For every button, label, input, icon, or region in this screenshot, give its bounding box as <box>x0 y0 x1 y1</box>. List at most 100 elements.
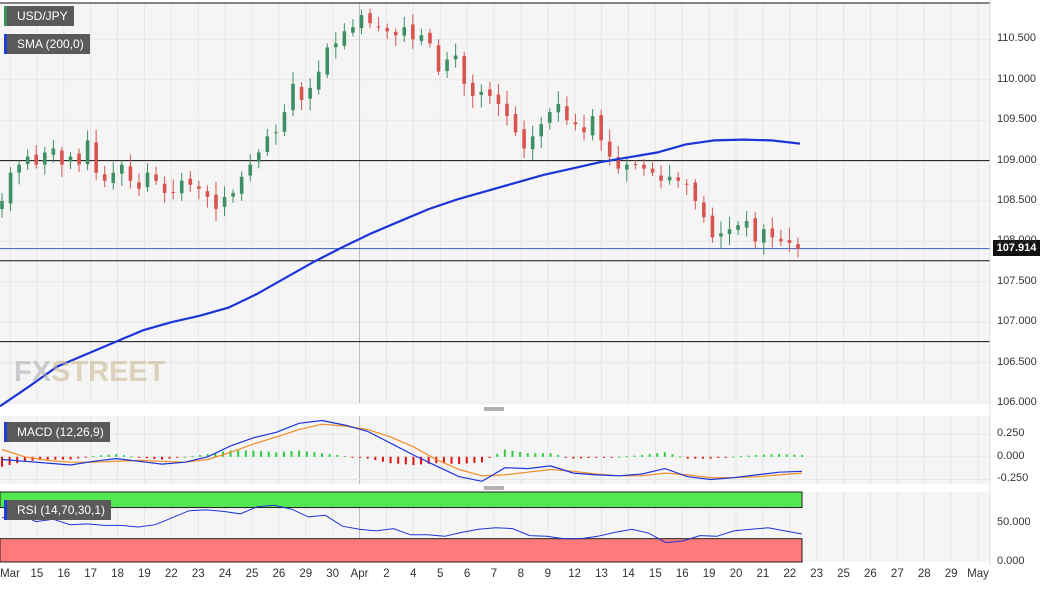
macd-histogram-bar <box>442 456 445 464</box>
candle-body <box>770 228 775 238</box>
macd-histogram-bar <box>8 456 11 465</box>
date-axis-tick: Apr <box>350 568 369 580</box>
candle-body <box>205 191 210 197</box>
macd-histogram-bar <box>496 453 499 457</box>
macd-histogram-bar <box>206 454 209 457</box>
candle-body <box>479 91 484 95</box>
date-axis-tick: 15 <box>648 568 662 580</box>
macd-histogram-bar <box>618 456 621 458</box>
date-axis-tick: 19 <box>702 568 716 580</box>
candle-body <box>590 116 595 136</box>
price-axis-tick: 106.500 <box>997 355 1037 368</box>
sma-tag[interactable]: SMA (200,0) <box>4 34 90 54</box>
date-axis-tick: 16 <box>675 568 689 580</box>
date-axis-tick: 25 <box>245 568 259 580</box>
macd-histogram-bar <box>366 456 369 459</box>
date-axis-tick: 22 <box>783 568 797 580</box>
candle-body <box>265 136 270 152</box>
candle-body <box>411 24 415 40</box>
symbol-tag[interactable]: USD/JPY <box>4 6 74 26</box>
candle-body <box>419 35 424 41</box>
candle-body <box>719 233 723 237</box>
candle-body <box>488 89 492 96</box>
rsi-overbought-zone <box>0 491 803 509</box>
candle-body <box>222 196 227 207</box>
candle-body <box>599 115 603 141</box>
candle-body <box>256 152 261 162</box>
macd-histogram-bar <box>747 455 750 457</box>
macd-axis-tick: 0.250 <box>997 427 1025 440</box>
macd-histogram-bar <box>305 451 308 457</box>
macd-histogram-bar <box>641 454 643 457</box>
price-axis-tick: 109.000 <box>997 153 1037 166</box>
macd-histogram-bar <box>412 456 415 465</box>
macd-histogram-bar <box>16 456 19 464</box>
macd-histogram-bar <box>587 456 590 459</box>
date-axis-tick: 13 <box>595 568 608 580</box>
rsi-tag[interactable]: RSI (14,70,30,1) <box>4 500 112 520</box>
candle-body <box>17 164 21 173</box>
symbol-label: USD/JPY <box>17 9 68 23</box>
macd-histogram-bar <box>511 450 514 457</box>
macd-histogram-bar <box>503 449 506 457</box>
macd-histogram-bar <box>199 454 202 457</box>
macd-histogram-bar <box>534 453 537 457</box>
candle-body <box>325 47 330 75</box>
macd-histogram-bar <box>214 452 217 457</box>
candle-body <box>42 152 47 165</box>
candle-body <box>334 43 338 48</box>
candle-body <box>753 218 758 242</box>
date-axis-tick: 28 <box>917 568 931 580</box>
candle-body <box>582 127 586 133</box>
candle-body <box>299 86 304 100</box>
candle-body <box>34 154 39 165</box>
macd-histogram-bar <box>770 454 773 457</box>
candle-body <box>376 26 381 28</box>
macd-histogram-bar <box>564 456 567 458</box>
macd-histogram-bar <box>336 454 339 457</box>
candle-body <box>248 164 253 176</box>
candle-body <box>736 225 740 230</box>
candle-body <box>171 191 175 193</box>
fxstreet-watermark: FXSTREET <box>14 356 165 389</box>
macd-histogram-bar <box>374 456 377 461</box>
macd-histogram-bar <box>541 453 544 457</box>
macd-histogram-bar <box>115 454 118 457</box>
macd-histogram-bar <box>580 456 583 459</box>
date-axis-tick: 2 <box>383 568 390 580</box>
date-axis-tick: 19 <box>138 568 151 580</box>
macd-histogram-bar <box>389 456 392 464</box>
macd-histogram-bar <box>153 456 156 459</box>
date-axis-tick: 16 <box>57 568 71 580</box>
candle-body <box>727 229 732 235</box>
macd-histogram-bar <box>191 455 194 457</box>
macd-histogram-bar <box>686 456 689 459</box>
macd-histogram-bar <box>100 455 103 457</box>
candle-body <box>787 240 792 243</box>
macd-histogram-bar <box>275 452 278 457</box>
macd-histogram-bar <box>168 456 171 459</box>
candle-body <box>445 59 449 72</box>
candle-body <box>351 27 355 33</box>
date-axis-tick: 27 <box>890 568 904 580</box>
candle-body <box>744 221 749 228</box>
macd-histogram-bar <box>1 456 3 467</box>
macd-axis-tick: 0.000 <box>997 449 1025 462</box>
macd-histogram-bar <box>183 456 186 458</box>
macd-histogram-bar <box>138 456 141 458</box>
candle-body <box>188 178 193 185</box>
macd-histogram-bar <box>701 456 704 459</box>
candle-body <box>274 132 278 134</box>
price-axis-tick: 109.500 <box>997 113 1037 126</box>
candle-body <box>547 112 552 123</box>
date-axis-tick: 26 <box>864 568 877 580</box>
date-axis-tick: 8 <box>517 568 525 580</box>
candle-body <box>51 148 56 155</box>
candle-body <box>342 31 347 46</box>
macd-tag[interactable]: MACD (12,26,9) <box>4 422 110 442</box>
candle-body <box>368 13 372 24</box>
macd-histogram-bar <box>229 450 232 457</box>
macd-histogram-bar <box>602 456 605 458</box>
macd-histogram-bar <box>755 454 758 457</box>
